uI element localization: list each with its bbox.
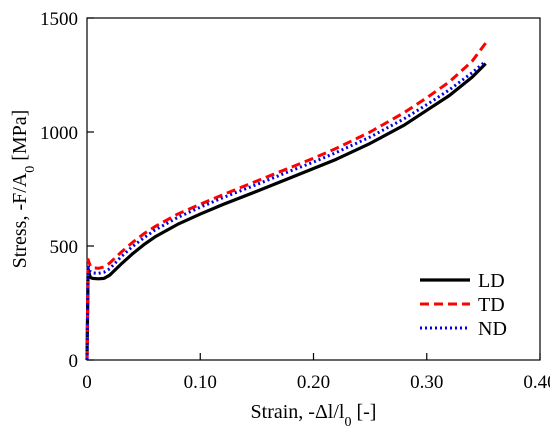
- y-axis-title: Stress, -F/A0 [MPa]: [9, 110, 38, 269]
- x-axis-title: Strain, -Δl/l0 [-]: [251, 401, 377, 429]
- x-tick-label: 0.40: [523, 372, 550, 393]
- legend-label-ld: LD: [478, 270, 505, 292]
- plot-frame: [86, 17, 541, 361]
- series-line-td: [85, 42, 487, 361]
- legend-label-nd: ND: [478, 318, 507, 340]
- x-tick-label: 0: [82, 372, 92, 393]
- y-axis-ticks: 0 500 1000 1500: [40, 9, 94, 372]
- x-axis-ticks: 0 0.10 0.20 0.30 0.40: [82, 353, 550, 393]
- series-lines: [85, 42, 487, 361]
- plot-border: [86, 17, 541, 361]
- y-tick-label: 0: [69, 351, 79, 372]
- x-tick-label: 0.20: [297, 372, 330, 393]
- x-tick-label: 0.10: [184, 372, 217, 393]
- y-tick-label: 1500: [40, 9, 78, 30]
- axis-titles: Strain, -Δl/l0 [-] Stress, -F/A0 [MPa]: [9, 110, 376, 429]
- y-tick-label: 1000: [40, 123, 78, 144]
- x-tick-label: 0.30: [410, 372, 443, 393]
- series-line-nd: [85, 60, 487, 361]
- legend-label-td: TD: [478, 294, 505, 316]
- y-tick-label: 500: [50, 237, 79, 258]
- series-line-ld: [85, 62, 487, 361]
